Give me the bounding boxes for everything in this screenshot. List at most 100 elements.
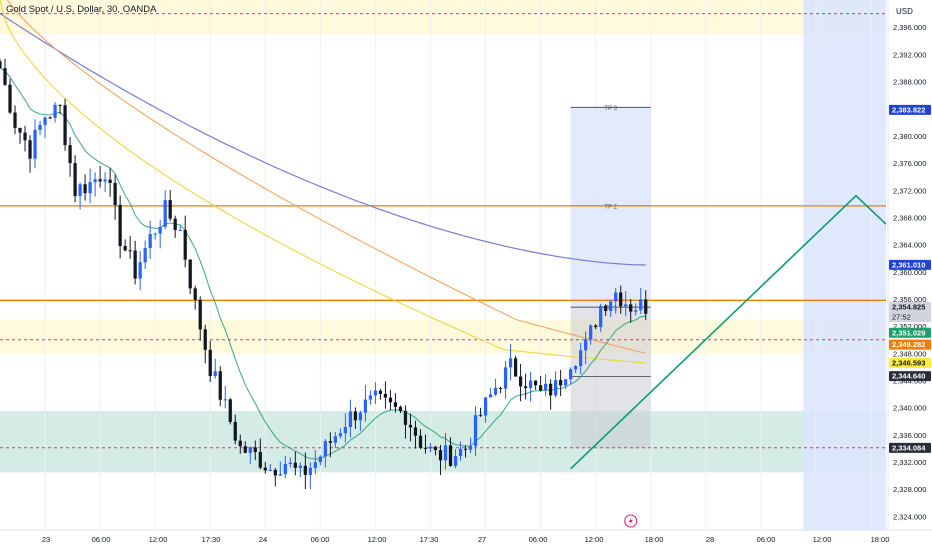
y-tick-label: 2,356.000 — [893, 295, 926, 304]
price-badge-label: 2,361.010 — [892, 260, 925, 269]
candle-body — [238, 440, 242, 447]
x-tick-label: 24 — [259, 535, 267, 544]
price-axis-panel — [888, 0, 932, 550]
candle-body — [574, 366, 578, 370]
candle-body — [73, 163, 77, 197]
trade-box-stop — [570, 307, 651, 449]
x-tick-label: 18:00 — [871, 535, 890, 544]
candle-body — [323, 441, 327, 457]
countdown-badge — [889, 311, 931, 322]
candle-body — [148, 234, 152, 249]
candle-body — [88, 182, 92, 194]
ma-yellow — [0, 0, 646, 364]
x-tick-label: 12:00 — [149, 535, 168, 544]
candle-body — [433, 446, 438, 451]
candle-body — [373, 390, 378, 396]
candle-body — [308, 467, 312, 475]
candle-body — [193, 288, 197, 300]
candle-body — [428, 446, 433, 449]
candle-body — [554, 380, 558, 396]
candle-body — [403, 411, 408, 425]
countdown-label: 27:52 — [892, 312, 911, 321]
y-tick-label: 2,392.000 — [893, 50, 926, 59]
candle-body — [458, 448, 463, 457]
candle-body — [589, 325, 593, 340]
candle-body — [508, 358, 513, 368]
y-tick-label: 2,324.000 — [893, 512, 926, 521]
candle-body — [423, 447, 428, 449]
x-tick-label: 12:00 — [368, 535, 387, 544]
candle-body — [163, 200, 167, 227]
candle-body — [358, 412, 363, 421]
price-badge — [889, 301, 931, 312]
ma-orange — [6, 0, 646, 354]
candle-body — [228, 399, 232, 422]
ma-purple — [0, 13, 646, 266]
price-badge-label: 2,344.640 — [892, 372, 925, 381]
candle-body — [599, 305, 603, 328]
zone-mid-zone — [0, 319, 886, 354]
price-badge-label: 2,346.593 — [892, 358, 925, 367]
y-tick-label: 2,396.000 — [893, 23, 926, 32]
candle-body — [318, 456, 322, 463]
candle-body — [619, 292, 623, 307]
candle-body — [218, 371, 222, 400]
candle-body — [58, 104, 62, 106]
candle-body — [248, 447, 252, 453]
candle-body — [338, 433, 343, 437]
candle-body — [408, 424, 413, 428]
candle-body — [543, 383, 548, 391]
currency-label: USD — [896, 7, 913, 16]
candle-body — [298, 465, 302, 468]
candle-body — [634, 310, 638, 312]
candle-body — [579, 350, 583, 367]
candle-body — [93, 179, 97, 183]
y-tick-label: 2,340.000 — [893, 404, 926, 413]
candle-body — [208, 349, 212, 377]
candle-body — [478, 415, 483, 417]
x-tick-label: 17:30 — [420, 535, 439, 544]
candle-body — [548, 383, 553, 396]
candle-body — [38, 124, 42, 130]
candle-body — [158, 226, 162, 234]
y-tick-label: 2,328.000 — [893, 485, 926, 494]
candle-body — [363, 399, 368, 413]
candle-body — [443, 445, 448, 461]
x-tick-label: 18:00 — [645, 535, 664, 544]
candle-body — [413, 427, 418, 436]
candle-body — [268, 469, 272, 471]
candle-body — [278, 474, 282, 476]
chart-title: Gold Spot / U.S. Dollar, 30, OANDA — [6, 4, 157, 15]
candle-body — [263, 467, 267, 471]
candle-body — [283, 463, 287, 475]
candle-body — [138, 262, 142, 279]
candle-body — [118, 204, 122, 247]
price-badge — [889, 339, 931, 350]
price-badge — [889, 104, 931, 115]
candle-body — [498, 387, 503, 389]
candle-body — [493, 387, 498, 395]
candle-body — [488, 394, 493, 398]
candle-body — [288, 462, 292, 464]
candle-body — [183, 230, 187, 260]
candle-body — [33, 129, 37, 159]
candle-body — [604, 305, 608, 311]
candle-body — [503, 367, 508, 389]
candle-body — [624, 304, 628, 307]
x-tick-label: 17:30 — [202, 535, 221, 544]
price-badge-label: 2,354.825 — [892, 302, 925, 311]
candle-body — [538, 385, 543, 391]
candle-body — [639, 299, 643, 311]
candle-body — [153, 233, 157, 235]
x-tick-label: 12:00 — [585, 535, 604, 544]
candle-body — [63, 105, 67, 146]
candle-body — [293, 462, 297, 468]
candle-body — [253, 447, 257, 452]
candle-body — [328, 441, 332, 443]
candle-body — [483, 397, 488, 416]
candle-body — [198, 299, 202, 330]
price-badge-label: 2,383.822 — [892, 105, 925, 114]
candle-body — [533, 380, 538, 386]
